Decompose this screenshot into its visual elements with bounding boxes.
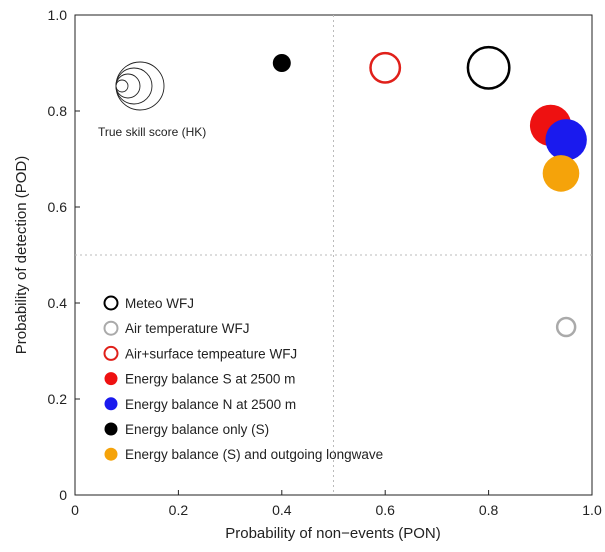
reference-lines [75,15,592,495]
legend-label: Air+surface tempeature WFJ [125,346,297,361]
legend-marker [103,295,119,311]
data-point [272,54,291,72]
legend-label: Energy balance (S) and outgoing longwave [125,447,383,462]
x-axis-ticks: 0 0.2 0.4 0.6 0.8 1.0 [71,490,602,518]
legend-marker [104,447,118,461]
data-point [545,119,587,161]
y-axis-ticks: 0 0.2 0.4 0.6 0.8 1.0 [48,7,80,503]
legend-label: Energy balance only (S) [125,422,269,437]
y-tick-label: 0.2 [48,391,68,407]
y-tick-label: 0.8 [48,103,68,119]
data-point [542,155,580,192]
x-tick-label: 0 [71,502,79,518]
x-tick-label: 0.6 [375,502,395,518]
x-axis-label: Probability of non−events (PON) [225,525,441,542]
legend-label: Energy balance N at 2500 m [125,397,296,412]
data-point [369,51,402,84]
legend-label: Meteo WFJ [125,296,194,311]
legend-label: Air temperature WFJ [125,321,250,336]
x-tick-label: 1.0 [582,502,602,518]
legend-marker [103,320,119,336]
legend-marker [104,397,118,411]
y-tick-label: 1.0 [48,7,68,23]
legend-marker [104,422,118,436]
x-tick-label: 0.4 [272,502,292,518]
x-tick-label: 0.2 [169,502,189,518]
data-markers [272,45,587,338]
x-tick-label: 0.8 [479,502,499,518]
legend-marker [103,345,119,361]
y-tick-label: 0.4 [48,295,68,311]
y-tick-label: 0.6 [48,199,68,215]
data-point [555,316,577,338]
size-key-circle [115,61,165,111]
size-key [115,61,165,111]
y-axis-label: Probability of detection (POD) [13,156,30,354]
y-tick-label: 0 [59,487,67,503]
legend: Meteo WFJ Air temperature WFJ Air+surface … [103,295,383,462]
data-point [466,45,511,90]
legend-label: Energy balance S at 2500 m [125,372,295,387]
legend-marker [104,372,118,386]
size-key-label: True skill score (HK) [98,125,206,139]
